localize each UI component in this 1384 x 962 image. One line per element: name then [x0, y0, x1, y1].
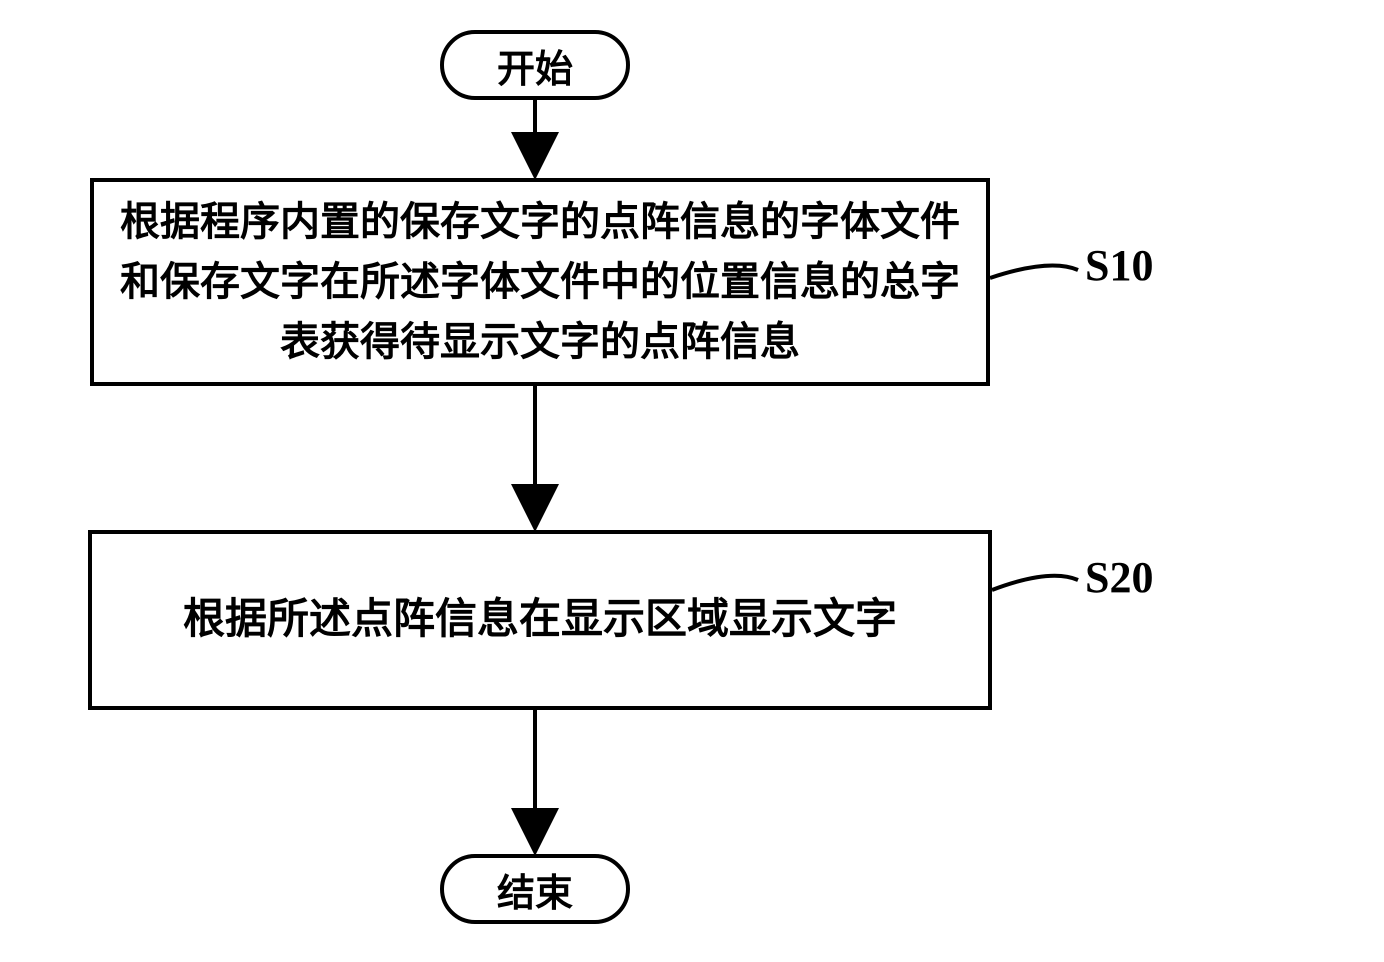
- connector-s10: [990, 266, 1078, 279]
- process-s10: 根据程序内置的保存文字的点阵信息的字体文件和保存文字在所述字体文件中的位置信息的…: [90, 178, 990, 386]
- start-label: 开始: [497, 38, 573, 93]
- process-s10-text: 根据程序内置的保存文字的点阵信息的字体文件和保存文字在所述字体文件中的位置信息的…: [118, 192, 962, 372]
- end-label: 结束: [497, 862, 573, 917]
- s10-step-label: S10: [1085, 240, 1153, 291]
- arrows-layer: [0, 0, 1384, 962]
- flowchart-canvas: 开始 根据程序内置的保存文字的点阵信息的字体文件和保存文字在所述字体文件中的位置…: [0, 0, 1384, 962]
- end-node: 结束: [440, 854, 630, 924]
- s10-step-label-text: S10: [1085, 241, 1153, 290]
- s20-step-label-text: S20: [1085, 553, 1153, 602]
- s20-step-label: S20: [1085, 552, 1153, 603]
- process-s20-text: 根据所述点阵信息在显示区域显示文字: [183, 589, 897, 652]
- process-s20: 根据所述点阵信息在显示区域显示文字: [88, 530, 992, 710]
- start-node: 开始: [440, 30, 630, 100]
- connector-s20: [992, 576, 1078, 590]
